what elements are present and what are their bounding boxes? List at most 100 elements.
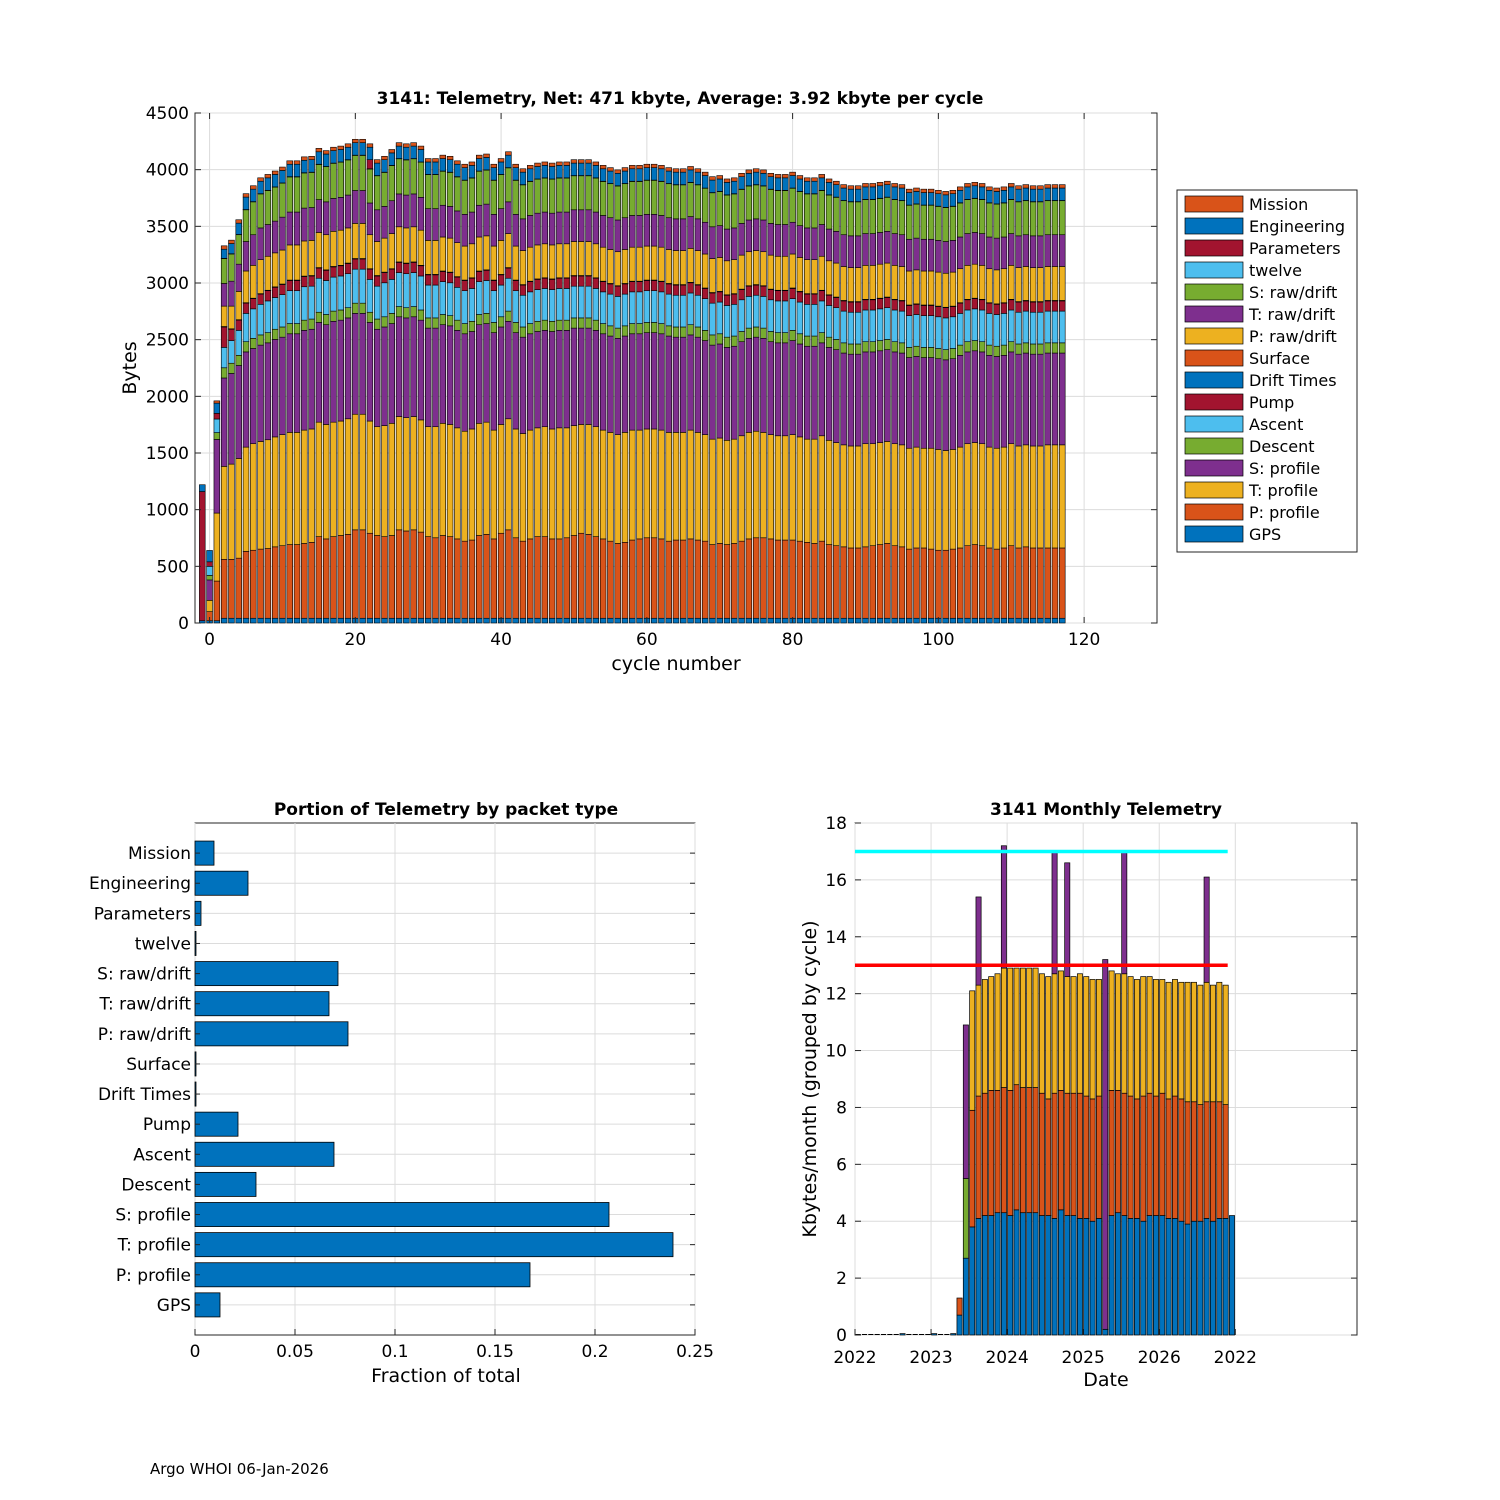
cycle-bar-segment [373, 162, 381, 176]
cycle-bar-segment [658, 181, 665, 216]
monthly-bar-segment [1070, 976, 1077, 1094]
cycle-bar-segment [381, 172, 388, 207]
monthly-bar-segment [1146, 1092, 1153, 1216]
cycle-bar-segment [643, 163, 651, 168]
cycle-bar-segment [782, 342, 789, 437]
cycle-bar-segment [483, 421, 490, 535]
cycle-bar-segment [461, 214, 468, 247]
cycle-bar-segment [738, 341, 745, 437]
legend-label: Descent [1249, 437, 1315, 456]
cycle-bar-segment [986, 547, 993, 619]
monthly-bar-segment [1032, 967, 1039, 1088]
cycle-bar-segment [716, 343, 723, 439]
cycle-bar-segment [322, 270, 330, 281]
cycle-chart-xtick-label: 120 [1068, 630, 1100, 650]
cycle-bar-segment [454, 276, 461, 288]
cycle-bar-segment [439, 154, 447, 159]
cycle-bar-segment [957, 236, 964, 270]
cycle-bar-segment [366, 532, 374, 619]
cycle-bar-segment [519, 168, 527, 173]
cycle-bar-segment [942, 359, 949, 451]
portion-chart-category-label: S: raw/drift [97, 965, 191, 985]
cycle-bar-segment [599, 168, 607, 182]
cycle-bar-segment [293, 280, 301, 292]
monthly-chart-xlabel: Date [1083, 1369, 1128, 1391]
cycle-bar-segment [359, 268, 366, 304]
cycle-bar-segment [643, 290, 651, 323]
cycle-bar-segment [745, 338, 753, 433]
cycle-bar-segment [468, 617, 476, 624]
cycle-bar-segment [840, 187, 847, 201]
cycle-bar-segment [344, 534, 352, 619]
cycle-bar-segment [264, 190, 272, 225]
cycle-bar-segment [432, 317, 439, 329]
cycle-bar-segment [723, 228, 731, 262]
cycle-bar-segment [876, 198, 884, 233]
cycle-bar-segment [752, 294, 760, 328]
cycle-bar-segment [738, 617, 745, 624]
cycle-bar-segment [410, 193, 417, 228]
cycle-bar-segment [519, 184, 527, 220]
cycle-bar-segment [228, 328, 235, 341]
cycle-bar-segment [395, 193, 403, 228]
cycle-bar-segment [854, 235, 862, 268]
cycle-bar-segment [497, 284, 505, 318]
cycle-bar-segment [949, 271, 957, 307]
cycle-bar-segment [629, 617, 636, 624]
cycle-bar-segment [220, 617, 228, 624]
cycle-bar-segment [650, 167, 658, 181]
cycle-bar-segment [592, 426, 600, 537]
cycle-bar-segment [884, 349, 891, 442]
cycle-bar-segment [315, 536, 323, 619]
cycle-bar-segment [271, 287, 279, 298]
cycle-bar-segment [891, 299, 898, 311]
cycle-bar-segment [905, 617, 913, 624]
cycle-bar-segment [862, 443, 869, 548]
cycle-bar-segment [534, 427, 541, 537]
cycle-bar-segment [322, 153, 330, 167]
cycle-bar-segment [752, 326, 760, 338]
monthly-bar-segment [1191, 1101, 1197, 1222]
cycle-bar-segment [250, 298, 257, 310]
cycle-bar-segment [687, 282, 694, 294]
cycle-bar-segment [264, 255, 272, 291]
cycle-bar-segment [1022, 444, 1030, 548]
cycle-bar-segment [286, 432, 293, 545]
cycle-bar-segment [476, 535, 483, 619]
cycle-bar-segment [220, 559, 228, 619]
cycle-bar-segment [352, 155, 359, 191]
cycle-chart-ytick-label: 500 [157, 557, 189, 577]
cycle-bar-segment [687, 169, 694, 183]
cycle-bar-segment [330, 150, 337, 164]
cycle-bar-segment [373, 426, 381, 536]
cycle-bar-segment [337, 617, 344, 624]
cycle-bar-segment [534, 162, 541, 167]
cycle-bar-segment [957, 302, 964, 314]
cycle-bar-segment [344, 317, 352, 420]
cycle-bar-segment [672, 171, 680, 185]
cycle-bar-segment [483, 313, 490, 324]
legend-swatch [1184, 459, 1244, 477]
cycle-bar-segment [454, 617, 461, 624]
cycle-bar-segment [308, 328, 315, 430]
cycle-bar-segment [541, 319, 549, 331]
cycle-bar-segment [672, 184, 680, 220]
monthly-bar-segment [1222, 1218, 1229, 1336]
monthly-bar-segment [1000, 845, 1007, 969]
cycle-bar-segment [789, 340, 796, 435]
monthly-bar-segment [1133, 979, 1140, 1100]
cycle-bar-segment [898, 187, 906, 201]
cycle-bar-segment [760, 172, 767, 187]
cycle-bar-segment [592, 288, 600, 321]
cycle-bar-segment [468, 428, 476, 541]
cycle-bar-segment [789, 298, 796, 331]
cycle-bar-segment [942, 241, 949, 274]
cycle-bar-segment [840, 300, 847, 312]
cycle-bar-segment [322, 150, 330, 155]
cycle-bar-segment [417, 319, 425, 421]
portion-chart-xtick-label: 0 [190, 1342, 201, 1362]
cycle-bar-segment [964, 299, 971, 311]
cycle-bar-segment [723, 178, 731, 183]
cycle-bar-segment [366, 146, 374, 160]
cycle-bar-segment [629, 168, 636, 182]
